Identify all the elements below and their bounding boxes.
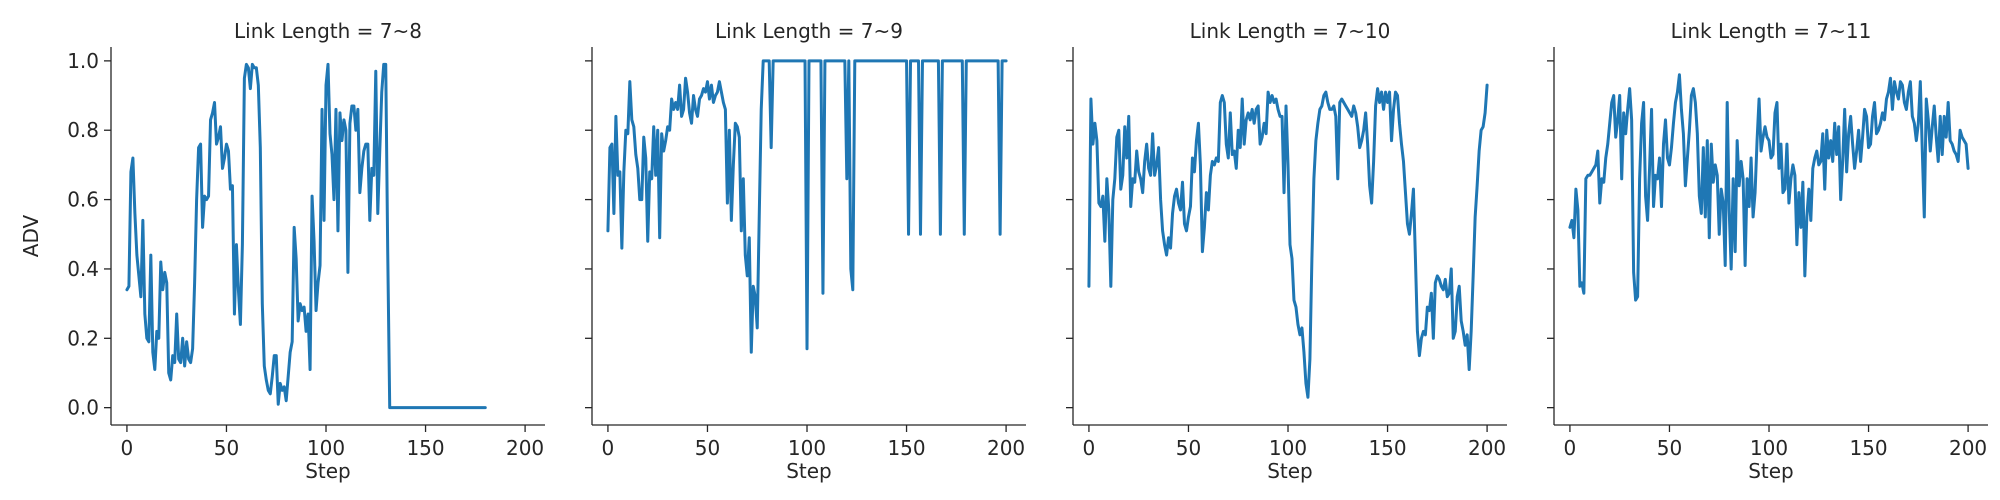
x-tick-label: 50 [214, 436, 239, 460]
x-axis-label: Step [305, 459, 351, 483]
x-tick-label: 0 [1083, 436, 1096, 460]
x-tick-label: 50 [1657, 436, 1682, 460]
y-tick-label: 0.8 [67, 118, 99, 142]
x-tick-label: 50 [695, 436, 720, 460]
x-tick-label: 100 [307, 436, 345, 460]
x-tick-label: 200 [1949, 436, 1987, 460]
chart-panel-2: Link Length = 7~9 0 50 100 150 200 Step [585, 19, 1026, 483]
x-tick-label: 50 [1176, 436, 1201, 460]
chart-panel-1: Link Length = 7~8 0.0 0.2 0.4 0.6 0.8 1.0 0 50 10… [19, 19, 545, 483]
x-tick-label: 100 [788, 436, 826, 460]
y-axis-label: ADV [19, 214, 43, 257]
adv-series-line [1568, 73, 1970, 302]
x-tick-label: 200 [987, 436, 1025, 460]
adv-series-line [1087, 83, 1489, 399]
x-tick-label: 100 [1750, 436, 1788, 460]
x-tick-label: 0 [1564, 436, 1577, 460]
panel-title: Link Length = 7~9 [715, 19, 903, 43]
x-tick-label: 0 [121, 436, 134, 460]
x-tick-label: 150 [887, 436, 925, 460]
x-tick-label: 100 [1269, 436, 1307, 460]
adv-series-line [606, 59, 1008, 354]
panel-title: Link Length = 7~10 [1190, 19, 1391, 43]
chart-panel-3: Link Length = 7~10 0 50 100 150 200 Step [1066, 19, 1507, 483]
y-tick-label: 0.2 [67, 326, 99, 350]
x-axis-label: Step [1267, 459, 1313, 483]
x-axis-label: Step [1748, 459, 1794, 483]
x-tick-label: 200 [1468, 436, 1506, 460]
x-axis-label: Step [786, 459, 832, 483]
x-tick-label: 150 [406, 436, 444, 460]
y-tick-label: 0.6 [67, 188, 99, 212]
adv-series-line [125, 62, 487, 410]
panel-title: Link Length = 7~8 [234, 19, 422, 43]
y-tick-label: 0.0 [67, 396, 99, 420]
x-tick-label: 0 [602, 436, 615, 460]
y-tick-label: 0.4 [67, 257, 99, 281]
panel-title: Link Length = 7~11 [1671, 19, 1872, 43]
x-tick-label: 150 [1849, 436, 1887, 460]
x-tick-label: 200 [506, 436, 544, 460]
x-tick-label: 150 [1368, 436, 1406, 460]
chart-panel-4: Link Length = 7~11 0 50 100 150 200 Step [1547, 19, 1988, 483]
y-tick-label: 1.0 [67, 49, 99, 73]
